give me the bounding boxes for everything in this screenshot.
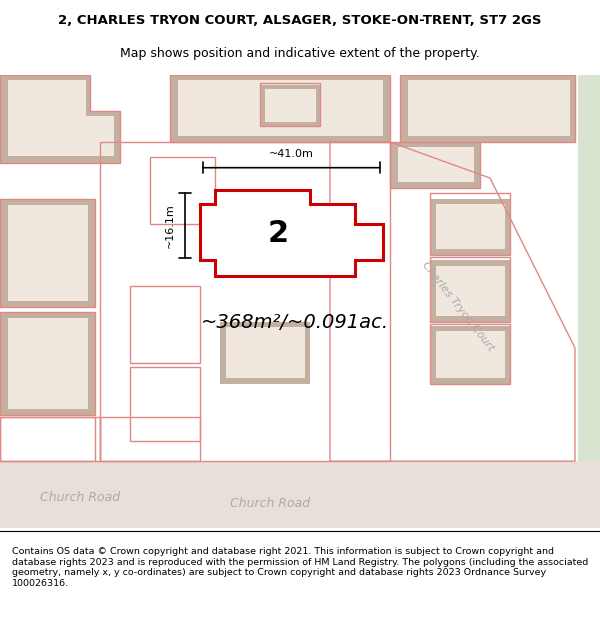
Bar <box>0 461 600 528</box>
Polygon shape <box>226 328 305 378</box>
Text: 2, CHARLES TRYON COURT, ALSAGER, STOKE-ON-TRENT, ST7 2GS: 2, CHARLES TRYON COURT, ALSAGER, STOKE-O… <box>58 14 542 28</box>
Polygon shape <box>430 199 510 255</box>
Text: ~368m²/~0.091ac.: ~368m²/~0.091ac. <box>201 312 389 332</box>
Text: Church Road: Church Road <box>230 497 310 510</box>
Text: Map shows position and indicative extent of the property.: Map shows position and indicative extent… <box>120 48 480 61</box>
Polygon shape <box>398 147 474 182</box>
Polygon shape <box>200 191 383 276</box>
Text: Charles Tryon Court: Charles Tryon Court <box>420 260 496 353</box>
Polygon shape <box>400 75 575 142</box>
Polygon shape <box>178 80 383 136</box>
Text: ~41.0m: ~41.0m <box>269 149 314 159</box>
Polygon shape <box>430 261 510 322</box>
Polygon shape <box>408 80 570 136</box>
Polygon shape <box>260 85 320 126</box>
Polygon shape <box>436 331 505 378</box>
Polygon shape <box>436 266 505 316</box>
Text: Contains OS data © Crown copyright and database right 2021. This information is : Contains OS data © Crown copyright and d… <box>12 548 588 588</box>
Polygon shape <box>8 318 88 409</box>
Polygon shape <box>170 75 390 142</box>
Text: Church Road: Church Road <box>40 491 120 504</box>
Bar <box>578 75 600 528</box>
Text: ~16.1m: ~16.1m <box>165 203 175 248</box>
Polygon shape <box>8 205 88 301</box>
Text: 2: 2 <box>268 219 289 248</box>
Polygon shape <box>0 75 120 162</box>
Polygon shape <box>430 326 510 384</box>
Polygon shape <box>0 199 95 307</box>
Polygon shape <box>390 142 480 188</box>
Polygon shape <box>436 204 505 249</box>
Polygon shape <box>0 312 95 415</box>
Polygon shape <box>220 322 310 384</box>
Polygon shape <box>8 80 114 156</box>
Polygon shape <box>265 89 316 122</box>
